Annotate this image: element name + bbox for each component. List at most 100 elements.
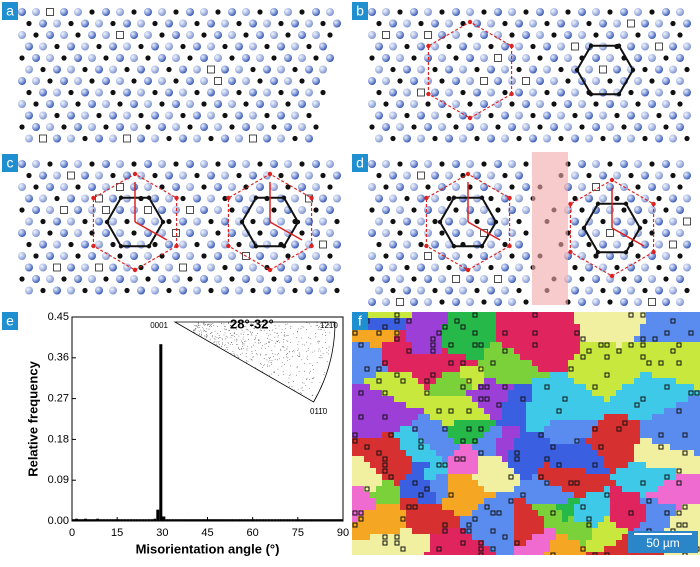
atom [46,252,54,260]
boundary [430,372,436,378]
grain-cell [400,318,406,324]
grain-cell [610,348,616,354]
grain-cell [430,462,436,468]
grain-cell [472,504,478,510]
atom [271,124,277,130]
inset-point [214,336,216,337]
grain-cell [694,516,700,522]
panel-label-box [352,154,368,172]
atom [432,66,438,73]
inset-point [290,365,292,367]
bar [219,519,223,521]
grain-cell [652,492,658,498]
atom [159,101,165,107]
inset-point [293,381,295,382]
grain-cell [430,390,436,396]
grain-cell [484,540,490,546]
grain-cell [550,450,556,456]
grain-cell [658,474,664,480]
vertex [623,250,629,255]
atom [144,100,152,108]
vertex [581,225,587,231]
boundary [466,378,472,384]
grain-cell [478,516,484,522]
bar [321,519,325,521]
grain-cell [412,516,418,522]
grain-cell [682,378,688,384]
grain-cell [376,450,382,456]
atom [550,123,558,131]
atom [214,252,222,260]
grain-cell [646,480,652,486]
inset-point [251,359,253,360]
grain-cell [502,552,508,555]
grain-cell [514,450,520,456]
grain-cell [616,342,622,348]
atom [144,8,152,16]
atom [18,77,26,85]
atom [649,161,655,167]
grain-cell [478,366,484,372]
grain-cell [670,360,676,366]
grain-cell [694,438,700,444]
boundary [454,318,460,324]
inset-point [259,330,261,331]
grain-cell [592,366,598,372]
grain-cell [628,360,634,366]
grain-cell [574,318,580,324]
grain-cell [628,318,634,324]
grain-cell [442,522,448,528]
atom [193,217,201,226]
vacancy [39,134,47,143]
inset-point [250,333,252,335]
atom [592,77,600,85]
atom [382,206,390,214]
boundary [658,444,664,450]
grain-cell [358,426,364,432]
inset-title: 28°-32° [230,316,274,331]
grain-cell [376,522,382,528]
atom [250,66,256,73]
grain-cell [544,318,550,324]
atom [676,160,684,168]
grain-cell [634,348,640,354]
grain-cell [430,486,436,492]
inset-point [254,339,255,340]
atom [137,240,145,249]
grain-cell [694,336,700,342]
grain-cell [556,324,562,330]
vacancy [382,31,390,39]
atom [299,161,305,167]
inset-point [221,321,223,323]
grain-cell [460,354,466,360]
grain-cell [388,336,394,342]
grain-cell [394,474,400,480]
grain-cell [430,402,436,408]
grain-cell [490,480,496,486]
atom [264,112,270,119]
grain-cell [376,408,382,414]
vacancy [417,88,425,97]
grain-cell [658,366,664,372]
inset-point [327,350,329,351]
boundary [628,510,634,516]
atom [208,287,214,294]
grain-cell [574,480,580,486]
grain-cell [526,456,532,462]
atom [445,19,453,28]
grain-cell [514,396,520,402]
atom [180,43,186,50]
inset-point [210,323,212,325]
grain-cell [670,318,676,324]
grain-cell [406,444,412,450]
grain-cell [502,360,508,366]
inset-point [297,330,299,332]
grain-cell [676,360,682,366]
grain-cell [670,396,676,402]
grain-cell [424,456,430,462]
grain-cell [376,468,382,474]
boundary [490,528,496,534]
grain-cell [478,480,484,486]
grain-cell [526,510,532,516]
grain-cell [538,462,544,468]
